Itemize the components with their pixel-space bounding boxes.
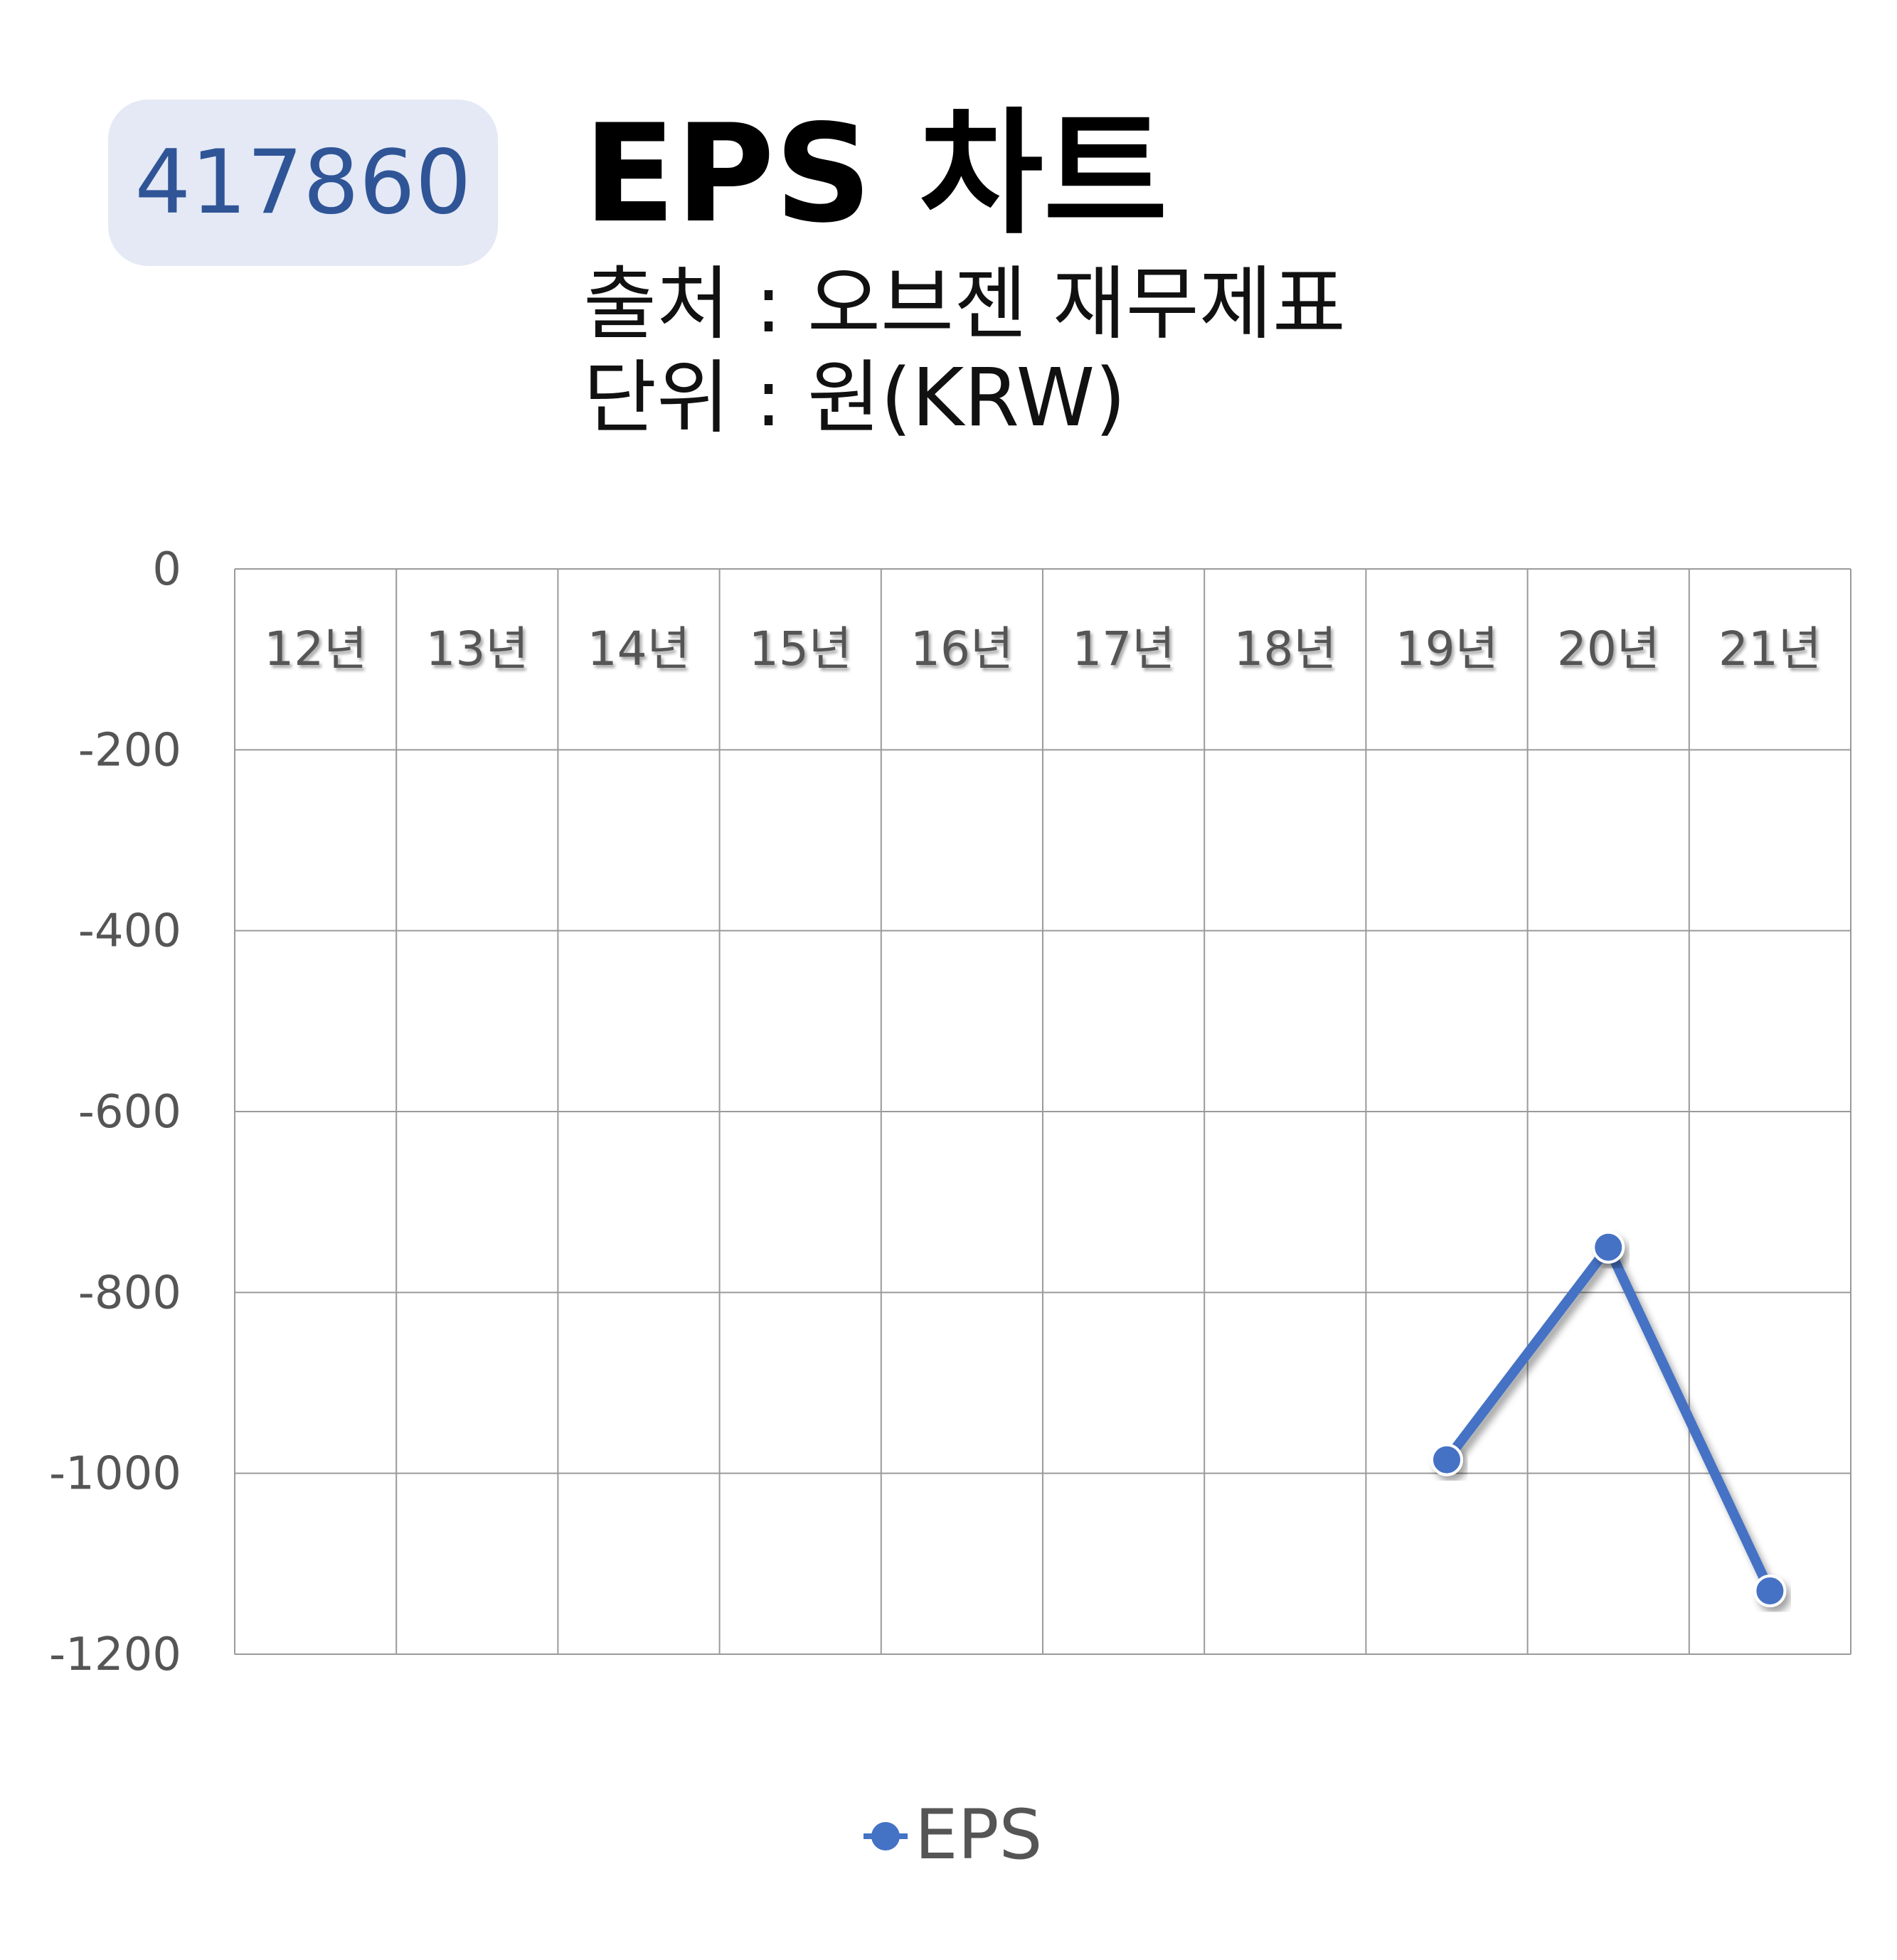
- y-tick-label: 0: [152, 543, 181, 596]
- data-point-eps: [1430, 1443, 1463, 1476]
- y-tick-label: -1200: [49, 1629, 181, 1681]
- x-tick-label: 13년: [425, 622, 528, 676]
- x-tick-label: 20년: [1557, 622, 1660, 676]
- x-tick-label: 17년: [1072, 622, 1175, 676]
- y-tick-label: -600: [78, 1086, 181, 1139]
- y-tick-label: -200: [78, 724, 181, 777]
- data-point-eps: [1753, 1574, 1787, 1607]
- y-tick-label: -1000: [49, 1448, 181, 1501]
- x-tick-label: 14년: [588, 622, 691, 676]
- y-tick-label: -400: [78, 905, 181, 958]
- stock-code: 417860: [134, 132, 472, 234]
- x-tick-label: 16년: [910, 622, 1014, 676]
- chart-title: EPS 차트: [583, 95, 1168, 252]
- x-tick-label: 19년: [1396, 622, 1499, 676]
- legend-series-label: EPS: [915, 1795, 1043, 1875]
- x-tick-label: 18년: [1233, 622, 1337, 676]
- legend: EPS: [861, 1792, 1042, 1878]
- x-tick-label: 21년: [1718, 622, 1822, 676]
- x-tick-label: 12년: [264, 622, 367, 676]
- x-tick-label: 15년: [749, 622, 852, 676]
- legend-series-marker: [861, 1813, 910, 1856]
- stock-code-badge: 417860: [108, 100, 498, 266]
- unit-label: 단위 : 원(KRW): [583, 352, 1126, 444]
- data-point-eps: [1592, 1230, 1625, 1264]
- source-label: 출처 : 오브젠 재무제표: [583, 258, 1346, 351]
- series-line-eps: [1442, 1242, 1775, 1596]
- y-tick-label: -800: [78, 1267, 181, 1319]
